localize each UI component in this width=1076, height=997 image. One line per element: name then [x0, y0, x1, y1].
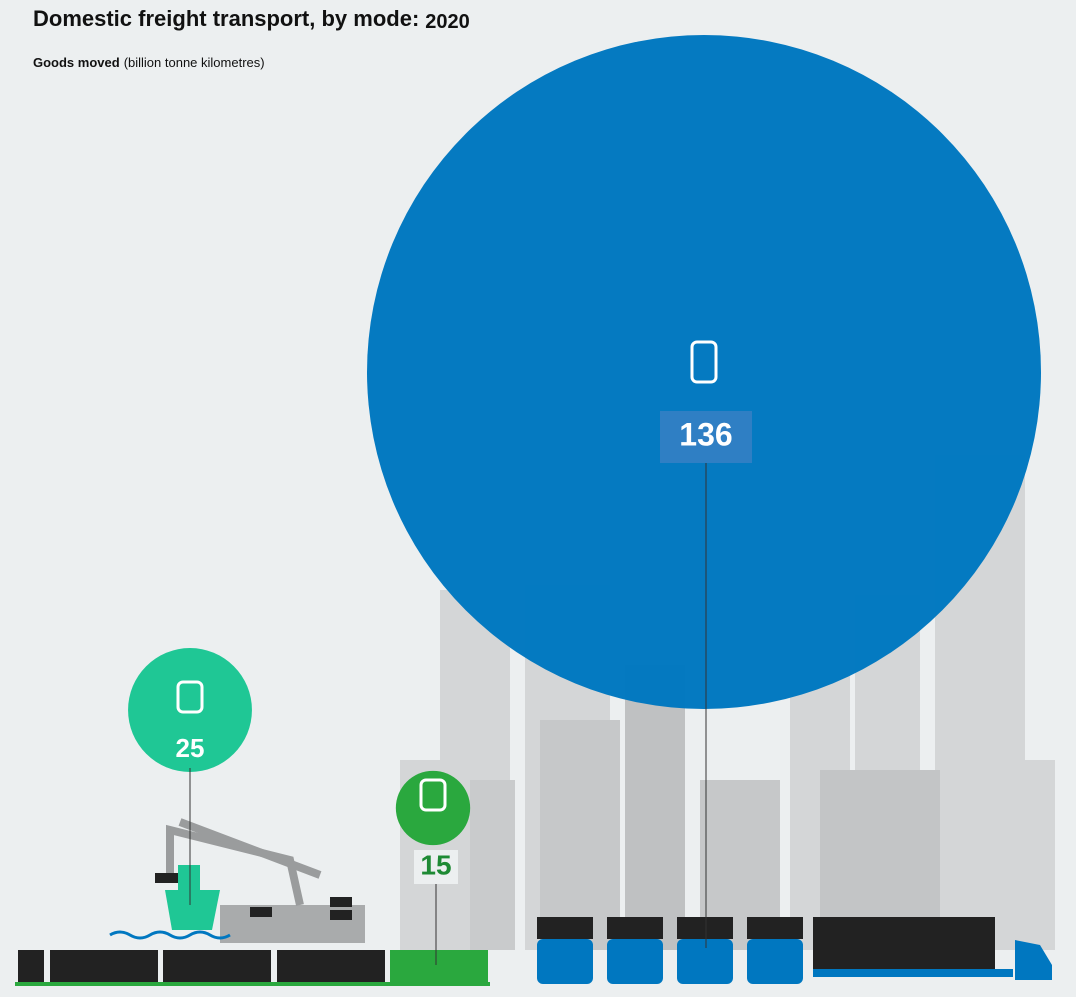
train: [15, 950, 490, 986]
skyline: [220, 455, 1055, 950]
bubble-group: 25: [128, 648, 252, 905]
bubble-group: 15: [395, 770, 471, 965]
value-label: 25: [176, 733, 205, 763]
subtitle-bold: Goods moved: [33, 55, 120, 70]
mode-icon: [419, 778, 447, 812]
mode-icon: [690, 340, 718, 384]
label-box: [414, 850, 458, 884]
title-date: 2020: [425, 11, 470, 33]
value-label: 136: [679, 416, 732, 452]
mode-icon: [176, 680, 204, 714]
bubble: [128, 648, 252, 772]
subtitle: Goods moved (billion tonne kilometres): [33, 55, 265, 70]
label-box: [660, 411, 752, 463]
ship: [109, 865, 352, 940]
bubble-group: 136: [367, 35, 1041, 948]
bubble: [395, 770, 471, 846]
chart-title: Domestic freight transport, by mode: 2020: [33, 6, 470, 33]
bubble: [367, 35, 1041, 709]
unit-note: (billion tonne kilometres): [124, 55, 265, 70]
title-text: Domestic freight transport, by mode:: [33, 6, 419, 31]
value-label: 15: [420, 849, 451, 880]
trucks: [537, 917, 1052, 984]
crane: [166, 818, 322, 906]
